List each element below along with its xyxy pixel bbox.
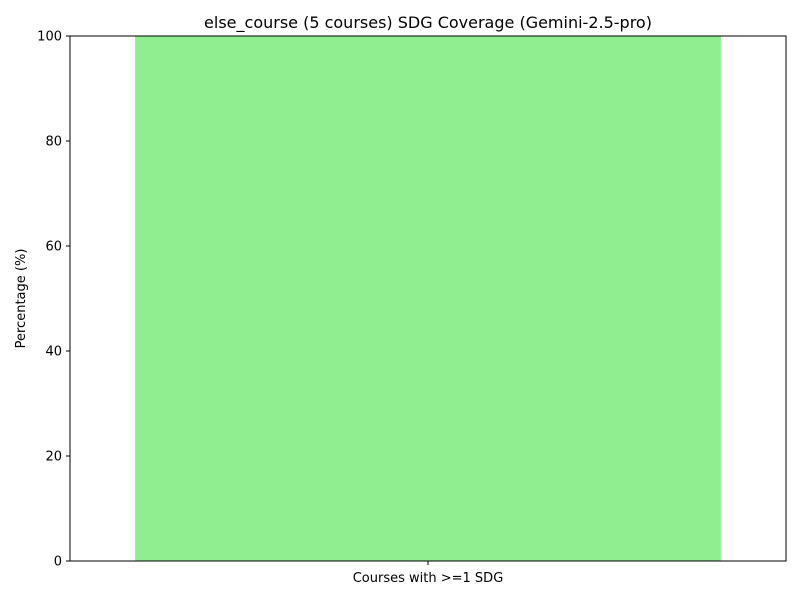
bar-0 xyxy=(135,36,721,561)
y-axis: 0 20 40 60 80 100 xyxy=(37,30,70,570)
chart-title: else_course (5 courses) SDG Coverage (Ge… xyxy=(204,13,652,33)
x-tick-label-0: Courses with >=1 SDG xyxy=(353,571,504,586)
y-tick-label-4: 80 xyxy=(45,135,62,150)
y-tick-label-5: 100 xyxy=(37,30,62,45)
y-tick-label-3: 60 xyxy=(45,240,62,255)
y-tick-label-0: 0 xyxy=(54,555,62,570)
plot-frame xyxy=(69,35,787,562)
y-tick-label-1: 20 xyxy=(45,450,62,465)
bars-group xyxy=(135,36,721,561)
x-axis: Courses with >=1 SDG xyxy=(353,561,504,586)
y-tick-label-2: 40 xyxy=(45,345,62,360)
y-axis-label: Percentage (%) xyxy=(14,249,29,349)
